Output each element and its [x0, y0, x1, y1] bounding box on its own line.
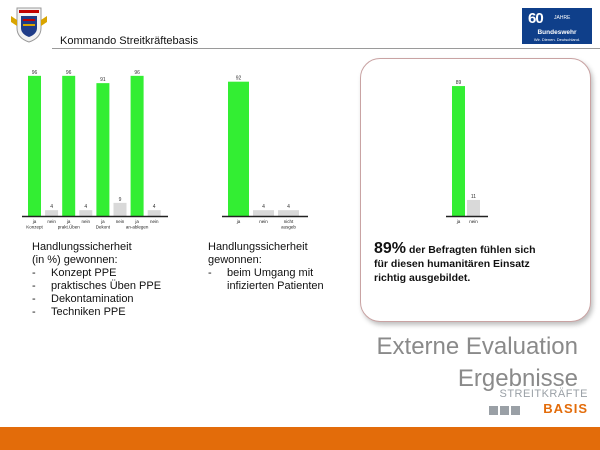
- bar: [28, 75, 41, 216]
- bar: [467, 199, 480, 216]
- tick-label: an-ablegen: [126, 225, 149, 230]
- brand-basis: BASIS: [543, 401, 588, 416]
- bar: [113, 202, 127, 216]
- bar-value-label: 4: [50, 204, 53, 210]
- bar: [62, 75, 76, 216]
- tick-label: Dekont: [96, 225, 111, 230]
- bar-value-label: 4: [262, 204, 265, 210]
- bar: [278, 210, 299, 216]
- callout-line-1: der Befragten fühlen sich: [406, 244, 536, 256]
- chart-ausbildung: 89 ja 11 nein: [446, 80, 488, 224]
- bar-value-label: 89: [456, 80, 462, 86]
- list-item: beim Umgang mit infizierten Patienten: [208, 267, 348, 293]
- tick-label: Konzept: [26, 225, 43, 230]
- bar-value-label: 96: [32, 70, 38, 76]
- bar: [96, 83, 110, 216]
- bar-value-label: 4: [153, 204, 156, 210]
- brand-streitkraefte: STREITKRÄFTE: [499, 388, 588, 400]
- logo-tagline: Wir. Dienen. Deutschland.: [533, 37, 581, 42]
- bar-value-label: 91: [100, 77, 106, 83]
- bar: [79, 210, 93, 216]
- footer-bar: [0, 427, 600, 450]
- left-heading-line-1: Handlungssicherheit: [32, 241, 132, 253]
- list-item: Dekontamination: [32, 293, 202, 306]
- middle-heading-line-1: Handlungssicherheit: [208, 241, 308, 253]
- page-subtitle: Ergebnisse: [457, 365, 578, 392]
- tick-label: nein: [47, 219, 56, 224]
- left-text-block: Handlungssicherheit (in %) gewonnen: Kon…: [32, 241, 202, 319]
- tick-label: nein: [116, 219, 125, 224]
- bar-value-label: 96: [66, 70, 72, 76]
- callout-line-3: richtig ausgebildet.: [374, 272, 471, 284]
- callout-percent: 89%: [374, 240, 407, 257]
- tick-label: ja: [100, 219, 105, 224]
- bar-value-label: 92: [236, 76, 242, 82]
- list-item: praktisches Üben PPE: [32, 280, 202, 293]
- bar: [228, 81, 249, 217]
- logo-name: Bundeswehr: [537, 29, 577, 36]
- list-item: Techniken PPE: [32, 306, 202, 319]
- chart-handlungssicherheit-themen: 96jaKonzept4nein96japrakt.Üben4nein91jaD…: [22, 70, 168, 230]
- crest-logo: [11, 7, 47, 43]
- header-title: Kommando Streitkräftebasis: [60, 35, 199, 47]
- tick-label: nein: [469, 219, 478, 224]
- callout-line-2: für diesen humanitären Einsatz: [374, 258, 530, 270]
- middle-bullet-list: beim Umgang mit infizierten Patienten: [208, 267, 348, 293]
- tick-label: ja: [32, 219, 37, 224]
- tick-label: ja: [456, 219, 461, 224]
- left-bullet-list: Konzept PPE praktisches Üben PPE Dekonta…: [32, 267, 202, 319]
- logo-sixty: 60: [528, 10, 544, 27]
- bundeswehr-logo: 60 JAHRE Bundeswehr Wir. Dienen. Deutsch…: [522, 8, 592, 44]
- bar: [45, 210, 59, 216]
- left-heading-line-2: (in %) gewonnen:: [32, 254, 118, 266]
- callout-box: [360, 58, 591, 322]
- bar: [253, 210, 274, 216]
- callout-text: 89% der Befragten fühlen sich für diesen…: [374, 240, 586, 285]
- tick-label: prakt.Üben: [58, 224, 81, 230]
- list-item: Konzept PPE: [32, 267, 202, 280]
- tick-label: ja: [66, 219, 71, 224]
- bar-value-label: 4: [84, 204, 87, 210]
- header-divider: [52, 48, 600, 49]
- page-title: Externe Evaluation: [376, 333, 578, 360]
- bar-value-label: 96: [134, 70, 140, 76]
- tick-label: ja: [236, 219, 241, 224]
- bar-value-label: 11: [471, 194, 476, 200]
- tick-label: nein: [82, 219, 91, 224]
- bar: [147, 210, 161, 216]
- tick-label: ausgeb: [281, 225, 296, 230]
- bar: [130, 75, 144, 216]
- tick-label: nein: [259, 219, 268, 224]
- bar-value-label: 4: [287, 204, 290, 210]
- bar-value-label: 9: [119, 197, 122, 203]
- tick-label: ja: [134, 219, 139, 224]
- logo-jahre: JAHRE: [554, 15, 571, 21]
- middle-heading-line-2: gewonnen:: [208, 254, 262, 266]
- bar: [452, 86, 465, 216]
- tick-label: nein: [150, 219, 159, 224]
- tick-label: nicht: [284, 219, 294, 224]
- middle-text-block: Handlungssicherheit gewonnen: beim Umgan…: [208, 241, 348, 293]
